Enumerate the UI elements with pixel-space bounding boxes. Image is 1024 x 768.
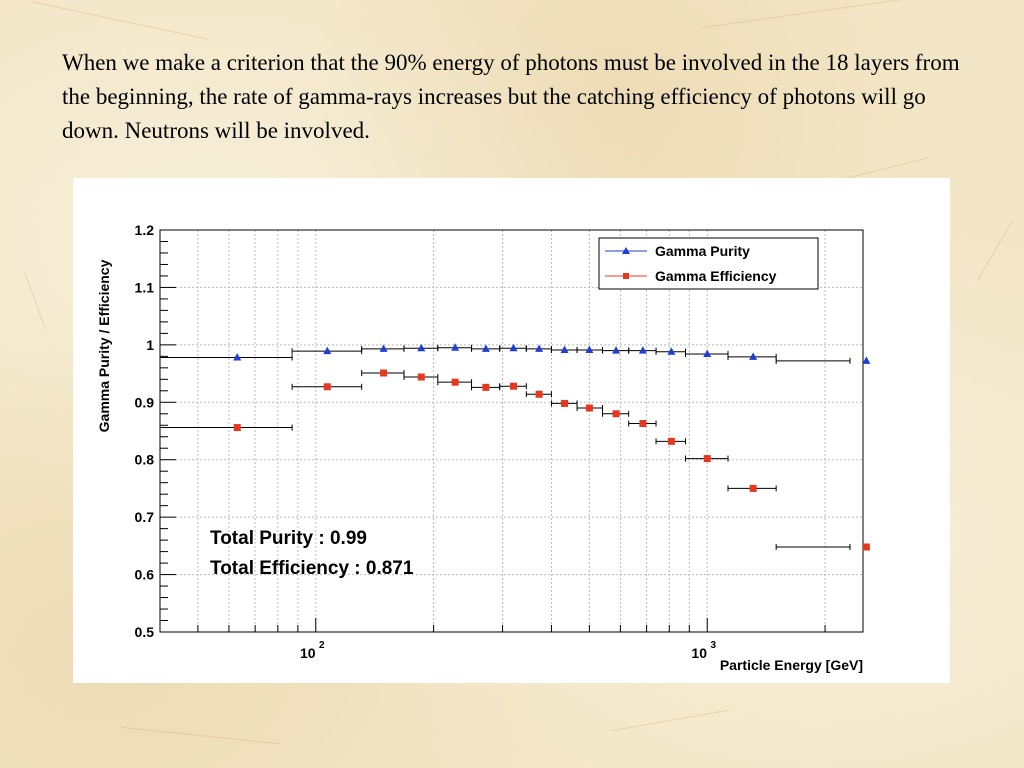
series-gamma-purity [159, 343, 871, 364]
legend-marker-efficiency [623, 273, 629, 279]
data-point [749, 484, 757, 492]
series-gamma-efficiency [159, 369, 870, 551]
y-axis-label: Gamma Purity / Efficiency [96, 259, 112, 432]
y-tick-label: 1.1 [135, 279, 155, 295]
paper-fiber [24, 272, 46, 329]
data-point [561, 399, 569, 407]
slide-text: When we make a criterion that the 90% en… [62, 50, 960, 143]
data-point [451, 378, 459, 386]
x-tick-label-exponent: 3 [710, 640, 716, 651]
data-point [749, 352, 758, 360]
data-point [481, 344, 490, 352]
paper-fiber [31, 1, 209, 40]
data-point [379, 344, 388, 352]
data-point [535, 390, 543, 398]
grid [159, 230, 863, 632]
legend-box [598, 237, 819, 290]
legend-label-purity: Gamma Purity [655, 243, 750, 259]
y-tick-labels: 0.5 0.6 0.7 0.8 0.9 1 1.1 1.2 [135, 222, 155, 640]
data-point [612, 346, 621, 354]
data-point [233, 352, 242, 361]
axis-ticks [159, 229, 826, 633]
paper-fiber [701, 0, 919, 29]
data-point [703, 455, 711, 463]
chart-panel: 0.5 0.6 0.7 0.8 0.9 1 1.1 1.2 10 2 10 3 Gamma Puri… [73, 178, 950, 683]
data-point [585, 345, 594, 354]
y-tick-label: 0.6 [135, 567, 155, 583]
series [159, 343, 871, 551]
data-point [509, 343, 518, 352]
data-point [451, 343, 460, 351]
paper-fiber [120, 726, 280, 745]
annotation-total-purity: Total Purity : 0.99 [210, 528, 367, 549]
plot-frame [159, 229, 864, 633]
paper-fiber [977, 219, 1013, 282]
data-point [510, 382, 518, 390]
data-point [862, 543, 870, 551]
data-point [639, 420, 647, 428]
data-point [323, 346, 332, 355]
paper-fiber [841, 157, 929, 180]
legend-marker-purity [622, 247, 630, 254]
y-tick-label: 1 [146, 337, 154, 353]
y-tick-label: 1.2 [135, 222, 155, 238]
data-point [233, 424, 241, 432]
data-point [862, 356, 871, 364]
data-point [323, 383, 331, 391]
x-tick-label: 10 [691, 645, 707, 661]
data-point [535, 344, 544, 352]
y-tick-label: 0.5 [135, 624, 155, 640]
y-tick-label: 0.7 [135, 509, 155, 525]
y-tick-label: 0.8 [135, 452, 155, 468]
data-point [417, 343, 426, 352]
legend: Gamma Purity Gamma Efficiency [598, 237, 819, 290]
x-tick-label: 10 [300, 645, 316, 661]
data-point [380, 369, 388, 377]
x-tick-label-exponent: 2 [319, 640, 325, 651]
annotation-total-efficiency: Total Efficiency : 0.871 [210, 558, 414, 579]
legend-label-efficiency: Gamma Efficiency [655, 268, 777, 284]
x-axis-label: Particle Energy [GeV] [720, 657, 863, 673]
data-point [417, 373, 425, 381]
data-point [667, 437, 675, 445]
data-point [612, 410, 620, 418]
data-point [482, 383, 490, 391]
chart: 0.50.60.70.80.911.11.2 10 2 10 3 Gamma Puri… [96, 222, 871, 673]
data-point [585, 404, 593, 412]
data-point [638, 346, 647, 354]
data-point [703, 349, 712, 358]
paper-fiber [610, 709, 730, 732]
data-point [667, 347, 676, 355]
x-tick-labels: 10 2 10 3 [300, 640, 716, 661]
data-point [560, 345, 569, 354]
y-tick-label: 0.9 [135, 394, 155, 410]
